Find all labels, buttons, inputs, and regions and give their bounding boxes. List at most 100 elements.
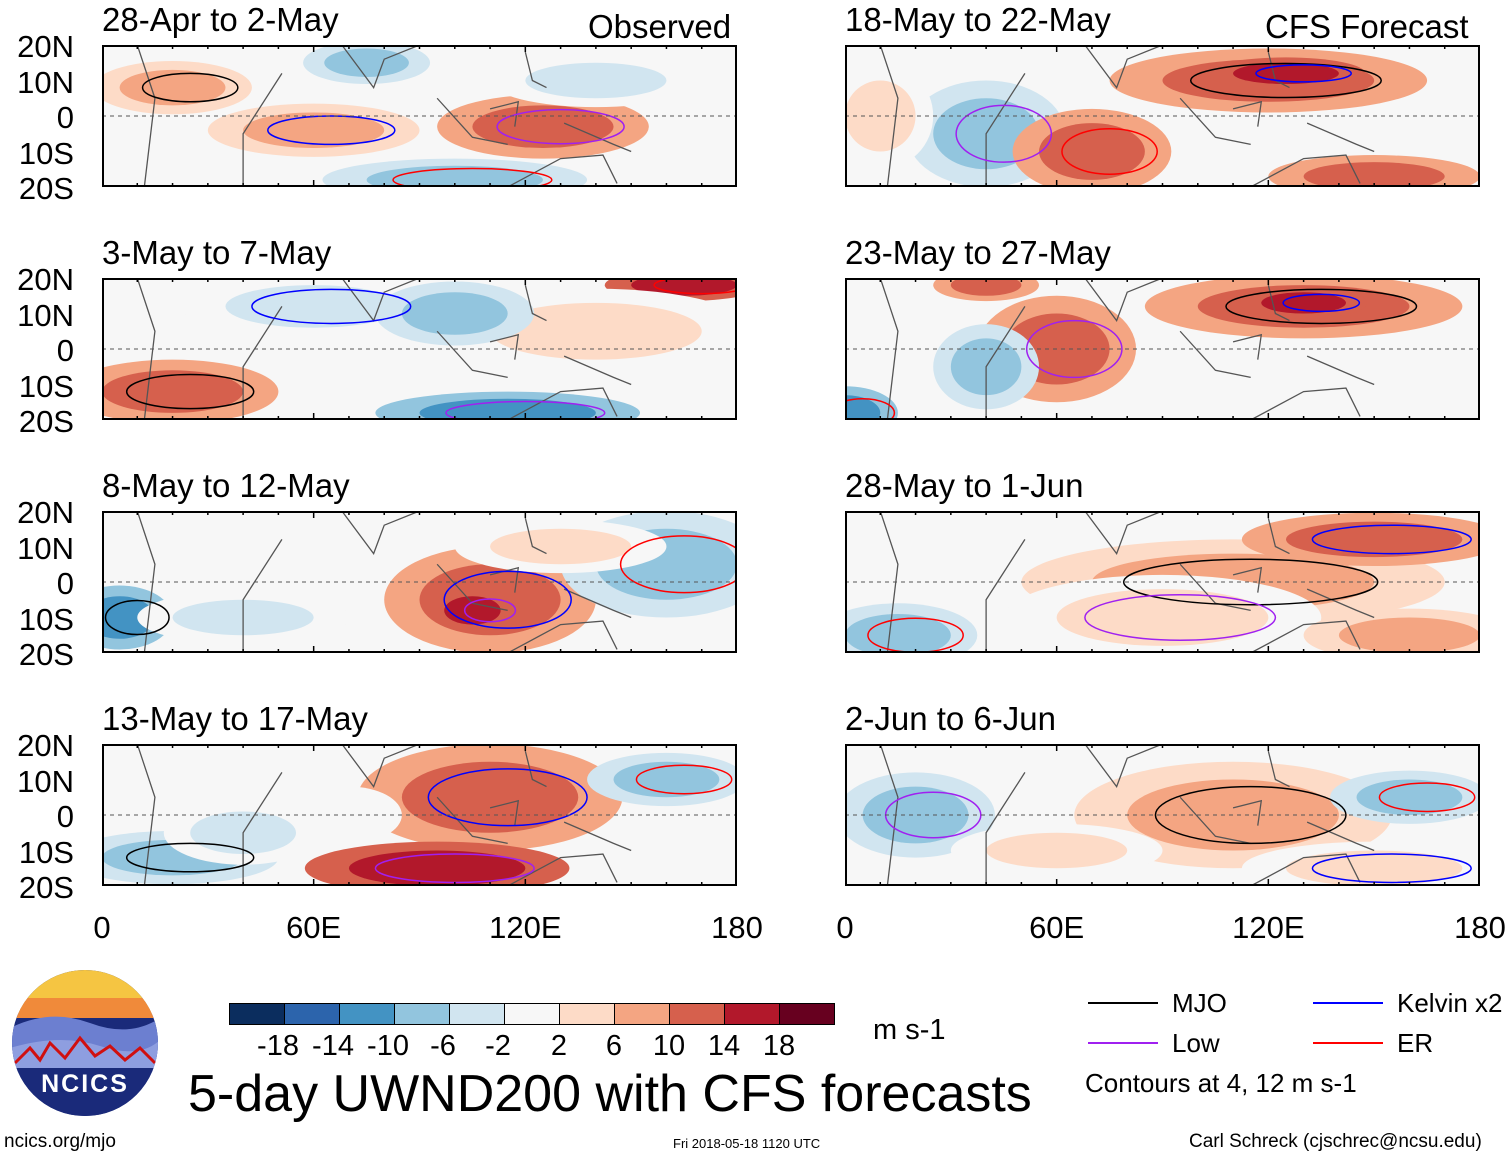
contour-mjo xyxy=(1154,785,1347,845)
colorbar-swatch xyxy=(394,1003,450,1025)
colorbar-swatch xyxy=(724,1003,780,1025)
anomaly-shading xyxy=(950,278,1022,296)
anomaly-shading xyxy=(490,302,702,360)
contour-kelvin-x2 xyxy=(1311,524,1472,555)
contour-low xyxy=(955,104,1053,163)
lat-tick-label: 20N xyxy=(17,262,74,297)
contour-low xyxy=(1084,594,1277,641)
legend-line-mjo xyxy=(1088,1002,1158,1004)
contour-kelvin-x2 xyxy=(427,768,588,827)
panel-title: 3-May to 7-May xyxy=(102,234,332,271)
contour-low xyxy=(463,598,517,623)
observed-label: Observed xyxy=(588,8,732,45)
lat-tick-label: 20S xyxy=(18,171,74,206)
panel-title: 18-May to 22-May xyxy=(845,1,1111,38)
contour-low xyxy=(496,108,625,145)
anomaly-shading xyxy=(525,62,667,99)
lat-tick-label: 0 xyxy=(56,333,74,368)
lat-tick-label: 10S xyxy=(18,368,74,404)
map-panel xyxy=(102,511,737,653)
contour-er xyxy=(845,397,896,420)
panel-title: 2-Jun to 6-Jun xyxy=(845,700,1056,737)
legend-label: Kelvin x2 xyxy=(1397,988,1503,1018)
footer-author: Carl Schreck (cjschrec@ncsu.edu) xyxy=(1189,1131,1482,1152)
anomaly-shading xyxy=(845,613,951,653)
lon-tick-label: 60E xyxy=(1029,910,1085,945)
map-panel xyxy=(102,278,737,420)
contour-kelvin-x2 xyxy=(1282,293,1361,313)
contour-mjo xyxy=(1225,288,1418,325)
colorbar-tick-label: 14 xyxy=(707,1030,741,1062)
colorbar-swatch xyxy=(449,1003,505,1025)
anomaly-shading xyxy=(1356,779,1463,815)
lon-tick-label: 180 xyxy=(711,910,763,945)
colorbar-tick-label: -14 xyxy=(312,1030,354,1062)
lat-tick-label: 10N xyxy=(17,64,74,100)
svg-text:NCICS: NCICS xyxy=(41,1070,129,1098)
lon-tick-label: 0 xyxy=(93,910,111,945)
anomaly-shading xyxy=(862,786,969,844)
colorbar-swatch xyxy=(614,1003,670,1025)
contour-mjo xyxy=(141,72,239,103)
contour-mjo xyxy=(104,599,170,636)
lat-tick-label: 20N xyxy=(17,29,74,64)
map-panel xyxy=(845,278,1480,420)
legend-line-er xyxy=(1313,1042,1383,1044)
coastlines xyxy=(136,511,632,653)
lat-tick-label: 0 xyxy=(56,566,74,601)
anomaly-shading xyxy=(366,165,543,187)
forecast-label: CFS Forecast xyxy=(1265,8,1469,45)
panel-title: 23-May to 27-May xyxy=(845,234,1111,271)
coastlines xyxy=(879,278,1375,420)
lat-tick-label: 10S xyxy=(18,135,74,171)
contour-er xyxy=(1378,782,1476,813)
lat-tick-label: 10N xyxy=(17,297,74,333)
lon-tick-label: 120E xyxy=(489,910,562,945)
lat-tick-label: 10S xyxy=(18,601,74,637)
colorbar-tick-label: 2 xyxy=(550,1030,568,1062)
contour-low xyxy=(445,400,606,420)
footer-url: ncics.org/mjo xyxy=(4,1131,116,1152)
lat-tick-label: 20N xyxy=(17,495,74,530)
contour-er xyxy=(653,278,737,295)
panel-title: 8-May to 12-May xyxy=(102,467,350,504)
map-panel xyxy=(845,511,1480,653)
contour-kelvin-x2 xyxy=(1311,853,1472,884)
panel-title: 28-May to 1-Jun xyxy=(845,467,1084,504)
contour-mjo xyxy=(1122,558,1379,606)
colorbar-swatch xyxy=(504,1003,560,1025)
colorbar-swatch xyxy=(229,1003,285,1025)
panel-title: 13-May to 17-May xyxy=(102,700,368,737)
contour-er xyxy=(635,764,733,795)
coastlines xyxy=(136,45,632,187)
anomaly-shading xyxy=(472,105,614,148)
anomaly-shading xyxy=(444,596,501,625)
anomaly-shading xyxy=(1303,162,1445,187)
contour-er xyxy=(392,167,553,187)
colorbar-swatch xyxy=(284,1003,340,1025)
lat-tick-label: 10N xyxy=(17,763,74,799)
lon-tick-label: 180 xyxy=(1454,910,1506,945)
legend-line-kelvin-x2 xyxy=(1313,1002,1383,1004)
lat-tick-label: 10N xyxy=(17,530,74,566)
anomaly-shading xyxy=(1261,292,1346,314)
colorbar-swatch xyxy=(669,1003,725,1025)
anomaly-shading xyxy=(102,596,155,639)
legend-label: Low xyxy=(1172,1028,1220,1058)
ncics-logo: NCICS xyxy=(12,970,158,1116)
lat-tick-label: 0 xyxy=(56,799,74,834)
contour-low xyxy=(1025,319,1123,379)
lat-tick-label: 0 xyxy=(56,100,74,135)
coastlines xyxy=(136,744,632,886)
map-panel xyxy=(102,744,737,886)
lon-tick-label: 120E xyxy=(1232,910,1305,945)
contour-kelvin-x2 xyxy=(251,288,412,325)
coastlines xyxy=(879,744,1375,886)
colorbar-tick-label: -2 xyxy=(485,1030,511,1062)
contour-mjo xyxy=(125,373,255,410)
anomaly-shading xyxy=(119,69,226,106)
lon-tick-label: 60E xyxy=(286,910,342,945)
anomaly-shading xyxy=(490,528,632,565)
anomaly-shading xyxy=(419,398,596,420)
